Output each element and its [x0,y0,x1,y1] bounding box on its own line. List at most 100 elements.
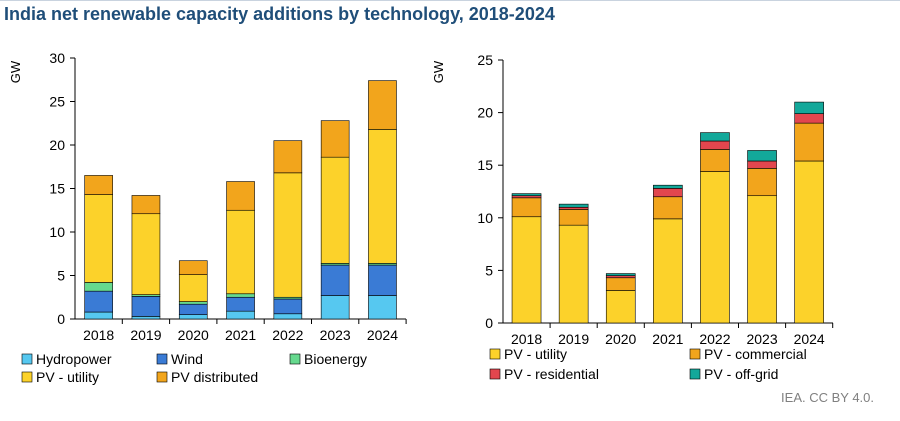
bar-pv-residential-2018 [511,195,542,199]
y-tick-label: 0 [57,311,65,327]
y-tick-label: 15 [477,157,493,173]
x-category-label-2023: 2023 [320,327,351,343]
chart-2: 0 5 10 15 20 25 GW 2018 2019 2020 2021 2022 2023 2024… [431,52,834,382]
bar-pv-utility-2024 [368,129,397,264]
x-category-label-2021: 2021 [225,327,256,343]
bar-pv-residential-2020 [605,275,636,279]
bar-wind-2023 [320,264,350,296]
bar-wind-2020 [178,303,208,315]
legend-swatch-pv-residential [489,368,501,380]
bar-pv-utility-2023 [747,195,777,324]
bar-pv-commercial-2020 [605,277,636,291]
bar-pv-commercial-2021 [653,196,683,220]
y-tick-label: 20 [477,105,493,121]
bar-pv-utility-2018 [84,194,113,283]
legend-label-pv-residential: PV - residential [504,366,599,382]
bar-wind-2024 [368,264,397,296]
bar-hydropower-2018 [84,311,113,320]
x-category-label-2024: 2024 [367,327,398,343]
legend-swatch-pv-off-grid [689,368,701,380]
bar-hydropower-2022 [273,313,303,320]
y-axis-unit-label: GW [431,60,446,83]
bar-pv-utility-2022 [700,171,730,324]
legend-label-hydropower: Hydropower [36,351,112,367]
legend-swatch-wind [156,353,168,365]
bar-pv-utility-2021 [653,218,683,324]
bar-pv-residential-2019 [558,206,589,210]
legend-swatch-pv-utility [21,371,33,383]
bar-hydropower-2019 [131,316,161,320]
bar-pv-commercial-2019 [558,209,589,226]
y-axis-unit-label: GW [8,60,23,83]
y-tick-label: 0 [485,315,493,331]
legend-label-pv-commercial: PV - commercial [704,346,807,362]
credit-line: IEA. CC BY 4.0. [781,390,874,405]
y-tick-label: 15 [49,181,65,197]
bar-pv-distributed-2024 [368,80,397,130]
legend-swatch-bioenergy [289,353,301,365]
bar-pv-off-grid-2019 [558,203,589,208]
legend-label-pv-utility: PV - utility [504,346,567,362]
x-category-label-2020: 2020 [178,327,209,343]
y-tick-label: 25 [49,94,65,110]
bar-wind-2019 [131,296,161,317]
bar-pv-utility-2020 [605,290,636,324]
bar-pv-off-grid-2024 [794,101,824,114]
y-tick-label: 10 [477,210,493,226]
bar-pv-utility-2022 [273,172,303,298]
x-category-label-2021: 2021 [652,331,683,347]
legend-swatch-pv-commercial [689,348,701,360]
x-category-label-2022: 2022 [699,331,730,347]
y-tick-label: 5 [485,262,493,278]
bar-pv-off-grid-2021 [653,184,683,189]
bar-pv-residential-2024 [794,113,824,124]
bar-pv-off-grid-2020 [605,273,636,276]
bar-pv-utility-2019 [131,213,161,295]
bar-pv-distributed-2018 [84,175,113,195]
x-category-label-2022: 2022 [272,327,303,343]
bar-pv-distributed-2022 [273,140,303,174]
legend-label-wind: Wind [171,351,203,367]
bar-pv-distributed-2019 [131,195,161,215]
y-tick-label: 10 [49,224,65,240]
bar-pv-commercial-2023 [747,168,777,197]
bar-wind-2022 [273,298,303,315]
bar-pv-utility-2020 [178,274,208,302]
bar-wind-2021 [226,296,255,312]
bar-pv-off-grid-2023 [747,150,777,162]
bar-pv-off-grid-2018 [511,193,542,197]
bar-hydropower-2024 [368,295,397,320]
y-tick-label: 25 [477,52,493,68]
bar-hydropower-2023 [320,295,350,320]
top-divider [0,0,900,1]
x-category-label-2019: 2019 [130,327,161,343]
x-category-label-2020: 2020 [605,331,636,347]
legend-label-bioenergy: Bioenergy [304,351,367,367]
legend-swatch-pv-utility [489,348,501,360]
bar-pv-off-grid-2022 [700,132,730,142]
bar-pv-utility-2018 [511,216,542,324]
bar-pv-residential-2021 [653,188,683,198]
legend-swatch-pv-distributed [156,371,168,383]
bar-pv-distributed-2021 [226,181,255,211]
bar-pv-commercial-2024 [794,122,824,162]
bar-pv-distributed-2023 [320,120,350,158]
bar-pv-utility-2024 [794,160,824,324]
figure-title: India net renewable capacity additions b… [4,4,555,24]
x-category-label-2018: 2018 [511,331,542,347]
bar-pv-utility-2021 [226,209,255,295]
bar-bioenergy-2018 [84,282,113,292]
bar-pv-utility-2023 [320,156,350,264]
bar-bioenergy-2021 [226,293,255,298]
bar-bioenergy-2020 [178,301,208,305]
legend-label-pv-utility: PV - utility [36,369,99,385]
bar-pv-commercial-2018 [511,197,542,218]
x-category-label-2024: 2024 [794,331,825,347]
bar-pv-residential-2023 [747,160,777,169]
y-tick-label: 30 [49,50,65,66]
bar-hydropower-2021 [226,310,255,320]
bar-hydropower-2020 [178,314,208,320]
y-tick-label: 5 [57,268,65,284]
y-tick-label: 20 [49,137,65,153]
